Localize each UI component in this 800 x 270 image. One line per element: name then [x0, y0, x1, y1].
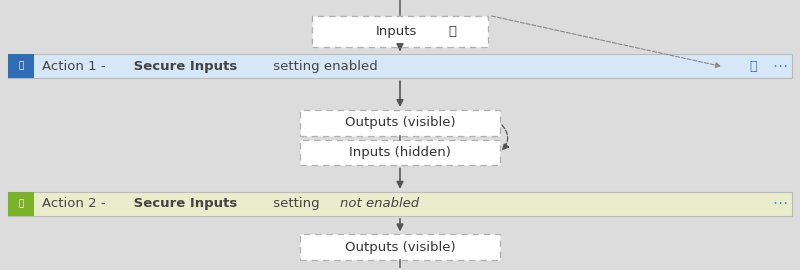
Text: Action 2 -: Action 2 -	[42, 197, 110, 210]
Text: ⚿: ⚿	[448, 25, 456, 38]
Text: Inputs: Inputs	[375, 25, 417, 38]
Text: 🔒: 🔒	[750, 60, 758, 73]
Text: ⋯: ⋯	[772, 59, 788, 74]
Text: Secure Inputs: Secure Inputs	[129, 197, 238, 210]
Bar	[300, 234, 500, 260]
FancyArrowPatch shape	[502, 125, 509, 150]
Text: 💡: 💡	[18, 199, 23, 208]
Bar	[8, 192, 792, 216]
Text: Outputs (visible): Outputs (visible)	[345, 241, 455, 254]
Text: setting: setting	[269, 197, 324, 210]
Bar	[300, 140, 500, 165]
Text: Secure Inputs: Secure Inputs	[129, 60, 238, 73]
Bar	[8, 192, 34, 216]
Text: ⋯: ⋯	[772, 196, 788, 211]
Text: Outputs (visible): Outputs (visible)	[345, 116, 455, 129]
Text: 🔒: 🔒	[18, 62, 23, 71]
Text: setting enabled: setting enabled	[269, 60, 378, 73]
Text: Action 1 -: Action 1 -	[42, 60, 110, 73]
Bar	[8, 54, 792, 78]
Bar	[300, 110, 500, 136]
Text: not enabled: not enabled	[340, 197, 418, 210]
Text: Inputs (hidden): Inputs (hidden)	[349, 146, 451, 159]
Bar	[312, 15, 488, 46]
Bar	[8, 54, 34, 78]
